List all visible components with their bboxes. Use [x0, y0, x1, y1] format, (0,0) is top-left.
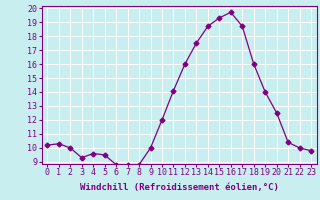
X-axis label: Windchill (Refroidissement éolien,°C): Windchill (Refroidissement éolien,°C) — [80, 183, 279, 192]
